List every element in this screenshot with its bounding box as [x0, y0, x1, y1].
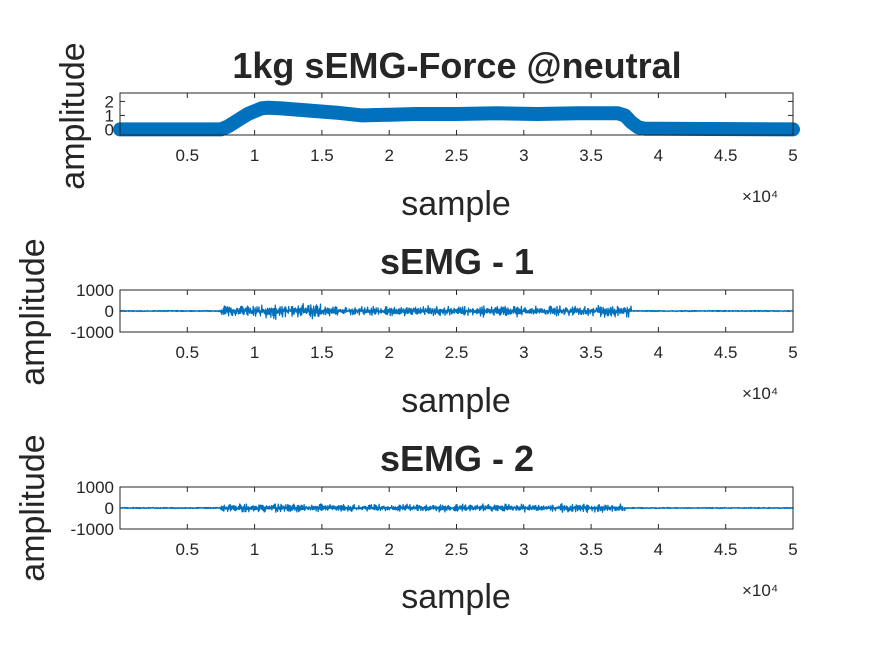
panel-force-title: 1kg sEMG-Force @neutral: [232, 45, 681, 86]
panel-semg-2-xtick-label: 2: [384, 540, 393, 559]
panel-force-xtick-label: 0.5: [175, 146, 199, 165]
panel-force-xtick-label: 4.5: [714, 146, 738, 165]
panel-force: 1kg sEMG-Force @neutral 0.5 1 1.5 2 2.5 3 3.5 4…: [54, 42, 800, 223]
panel-force-xtick-label: 3: [519, 146, 528, 165]
panel-semg-1-xlabel: sample: [401, 382, 511, 420]
panel-semg-1-xtick-label: 0.5: [175, 343, 199, 362]
panel-force-series-line: [113, 100, 800, 137]
panel-semg-2-xtick-label: 4.5: [714, 540, 738, 559]
panel-semg-2-x-exponent: ×10⁴: [742, 581, 778, 600]
panel-semg-2-xlabel: sample: [401, 578, 511, 616]
panel-semg-2-xtick-label: 0.5: [175, 540, 199, 559]
panel-semg-2-ytick-label: 0: [105, 499, 114, 518]
panel-force-xlabel: sample: [401, 185, 511, 223]
panel-semg-2-ytick-label: 1000: [76, 478, 114, 497]
panel-semg-2: sEMG - 2 0.5 1 1.5 2 2.5 3 3.5 4 4.5 510000-1000 …: [14, 434, 798, 616]
panel-semg-1-xtick-label: 1: [250, 343, 259, 362]
panel-semg-1-series-line: [119, 302, 794, 320]
panel-semg-2-xtick-label: 1.5: [310, 540, 334, 559]
panel-semg-1-ylabel: amplitude: [14, 238, 52, 385]
panel-semg-1: sEMG - 1 0.5 1 1.5 2 2.5 3 3.5 4 4.5 510000-1000 …: [14, 238, 798, 420]
panel-semg-1-xtick-label: 3: [519, 343, 528, 362]
panel-semg-1-title: sEMG - 1: [380, 241, 534, 282]
panel-force-axes-frame: [119, 92, 794, 136]
panel-semg-2-xtick-label: 1: [250, 540, 259, 559]
panel-semg-2-plot: 0.5 1 1.5 2 2.5 3 3.5 4 4.5 5 1000 0 -1000: [71, 478, 798, 559]
panel-force-ylabel: amplitude: [54, 42, 92, 189]
panel-semg-1-xtick-label: 1.5: [310, 343, 334, 362]
panel-force-xtick-label: 2: [384, 146, 393, 165]
panel-semg-2-xtick-label: 4: [654, 540, 663, 559]
panel-semg-1-xtick-label: 4.5: [714, 343, 738, 362]
panel-semg-1-ytick-label: 0: [105, 302, 114, 321]
panel-semg-2-ylabel: amplitude: [14, 434, 52, 581]
panel-semg-1-plot: 0.5 1 1.5 2 2.5 3 3.5 4 4.5 5 1000 0 -1000: [71, 281, 798, 362]
panel-force-x-exponent: ×10⁴: [742, 187, 778, 206]
panel-semg-2-xtick-label: 5: [788, 540, 797, 559]
panel-semg-2-axes-frame: [119, 486, 794, 530]
panel-semg-2-series-line: [119, 502, 794, 514]
panel-semg-1-xtick-label: 5: [788, 343, 797, 362]
panel-force-xtick-label: 1: [250, 146, 259, 165]
panel-force-xtick-label: 1.5: [310, 146, 334, 165]
panel-semg-1-axes-frame: [119, 289, 794, 333]
panel-semg-1-xtick-label: 2.5: [445, 343, 469, 362]
panel-force-xtick-label: 3.5: [579, 146, 603, 165]
panel-semg-1-ytick-label: 1000: [76, 281, 114, 300]
panel-semg-1-xtick-label: 4: [654, 343, 663, 362]
panel-semg-2-title: sEMG - 2: [380, 438, 534, 479]
panel-force-xtick-label: 4: [654, 146, 663, 165]
panel-force-xtick-label: 2.5: [445, 146, 469, 165]
panel-force-xtick-label: 5: [788, 146, 797, 165]
panel-force-ytick-label: 2: [105, 92, 114, 111]
panel-force-ytick-label: 1: [105, 106, 114, 125]
panel-semg-1-xtick-label: 2: [384, 343, 393, 362]
panel-semg-2-xtick-label: 3.5: [579, 540, 603, 559]
panel-semg-1-x-exponent: ×10⁴: [742, 384, 778, 403]
panel-semg-1-xtick-label: 3.5: [579, 343, 603, 362]
panel-semg-2-xtick-label: 2.5: [445, 540, 469, 559]
panel-semg-2-ytick-label: -1000: [71, 520, 114, 539]
panel-force-ytick-label: 0: [105, 120, 114, 139]
panel-semg-1-ytick-label: -1000: [71, 323, 114, 342]
panel-semg-2-xtick-label: 3: [519, 540, 528, 559]
